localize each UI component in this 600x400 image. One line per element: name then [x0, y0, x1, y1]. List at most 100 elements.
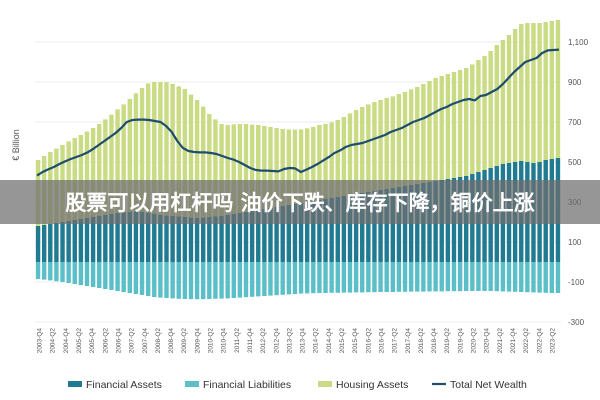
bar-financial-assets: [182, 217, 188, 262]
bar-financial-liabilities: [402, 262, 408, 292]
bar-housing-assets: [268, 127, 273, 208]
bar-housing-assets: [243, 124, 249, 212]
banner-background: [0, 180, 600, 224]
bar-housing-assets: [366, 104, 371, 192]
bar-housing-assets: [182, 89, 188, 217]
legend-label: Financial Liabilities: [203, 379, 291, 391]
x-tick-label: 2018-Q4: [431, 328, 438, 354]
bar-housing-assets: [219, 124, 224, 216]
bar-housing-assets: [103, 119, 108, 215]
bar-financial-liabilities: [512, 262, 518, 292]
bar-financial-assets: [158, 215, 163, 262]
bar-financial-liabilities: [408, 262, 414, 292]
bar-financial-assets: [396, 187, 402, 262]
bar-financial-liabilities: [353, 262, 359, 293]
bar-housing-assets: [262, 126, 267, 209]
x-tick-label: 2005-Q4: [89, 328, 96, 354]
bar-financial-liabilities: [139, 262, 145, 295]
bar-financial-assets: [152, 214, 157, 262]
x-tick-label: 2014-Q2: [313, 328, 320, 354]
bar-housing-assets: [133, 93, 139, 212]
bar-financial-liabilities: [323, 262, 328, 293]
x-tick-label: 2022-Q2: [523, 328, 530, 354]
bar-financial-liabilities: [219, 262, 224, 299]
bar-financial-liabilities: [488, 262, 493, 291]
x-tick-label: 2006-Q2: [102, 328, 109, 354]
bar-financial-liabilities: [158, 262, 163, 298]
bar-financial-liabilities: [207, 262, 212, 299]
bar-housing-assets: [415, 87, 420, 184]
x-tick-label: 2008-Q4: [168, 328, 175, 354]
y-axis-label: € Billion: [11, 129, 21, 161]
bar-financial-assets: [133, 211, 139, 262]
bar-housing-assets: [237, 124, 243, 213]
bar-financial-liabilities: [127, 262, 133, 293]
bar-financial-liabilities: [237, 262, 243, 298]
bar-financial-liabilities: [66, 262, 71, 283]
bar-housing-assets: [78, 135, 84, 219]
bar-housing-assets: [470, 64, 475, 174]
bar-financial-liabilities: [72, 262, 77, 284]
x-tick-label: 2010-Q2: [208, 328, 215, 354]
x-tick-label: 2004-Q4: [63, 328, 70, 354]
x-tick-label: 2015-Q4: [352, 328, 359, 354]
y-tick-label: 700: [568, 118, 582, 127]
bar-financial-liabilities: [335, 262, 340, 293]
bar-housing-assets: [97, 124, 102, 216]
bar-financial-liabilities: [176, 262, 181, 299]
bar-financial-assets: [298, 203, 304, 262]
bar-housing-assets: [225, 125, 230, 215]
legend-label: Financial Assets: [86, 379, 162, 391]
bar-housing-assets: [488, 51, 493, 168]
bar-housing-assets: [457, 70, 463, 177]
bar-housing-assets: [537, 23, 542, 162]
bar-housing-assets: [329, 122, 334, 198]
x-tick-label: 2011-Q4: [247, 328, 254, 353]
bar-financial-liabilities: [280, 262, 285, 295]
bar-housing-assets: [396, 94, 402, 187]
bar-housing-assets: [476, 60, 481, 172]
x-tick-label: 2023-Q2: [549, 328, 556, 354]
x-tick-label: 2020-Q4: [484, 328, 491, 354]
bar-financial-liabilities: [378, 262, 383, 292]
bar-financial-assets: [390, 188, 396, 262]
bar-housing-assets: [145, 83, 151, 214]
bar-housing-assets: [500, 40, 506, 164]
bar-financial-assets: [90, 217, 96, 262]
bar-housing-assets: [372, 102, 377, 191]
bar-financial-liabilities: [555, 262, 561, 293]
legend-item: Housing Assets: [318, 379, 408, 391]
bar-financial-liabilities: [152, 262, 157, 297]
bar-financial-liabilities: [506, 262, 512, 292]
bar-financial-assets: [329, 198, 334, 262]
bar-financial-assets: [194, 218, 200, 262]
bar-financial-liabilities: [48, 262, 53, 281]
bar-financial-assets: [103, 215, 108, 262]
bar-housing-assets: [139, 88, 145, 212]
bar-housing-assets: [445, 74, 451, 179]
bar-financial-liabilities: [304, 262, 310, 294]
bar-financial-liabilities: [182, 262, 188, 299]
y-tick-label: 1,100: [568, 38, 589, 47]
x-tick-label: 2019-Q4: [457, 328, 464, 354]
bar-financial-assets: [384, 189, 389, 262]
bar-financial-liabilities: [298, 262, 304, 294]
bar-housing-assets: [90, 128, 96, 217]
bar-financial-assets: [378, 190, 383, 262]
bar-financial-liabilities: [188, 262, 194, 300]
bar-financial-liabilities: [525, 262, 530, 293]
bar-financial-assets: [225, 215, 230, 262]
bar-financial-liabilities: [54, 262, 59, 282]
bar-financial-assets: [164, 215, 169, 262]
net-wealth-line-layer: [36, 48, 560, 177]
bar-housing-assets: [84, 131, 90, 218]
bar-financial-assets: [280, 206, 285, 262]
bar-financial-liabilities: [384, 262, 389, 292]
bar-financial-assets: [188, 217, 194, 262]
bar-financial-assets: [353, 194, 359, 262]
x-tick-label: 2012-Q2: [260, 328, 267, 354]
bar-financial-liabilities: [60, 262, 65, 282]
bar-financial-liabilities: [439, 262, 444, 292]
